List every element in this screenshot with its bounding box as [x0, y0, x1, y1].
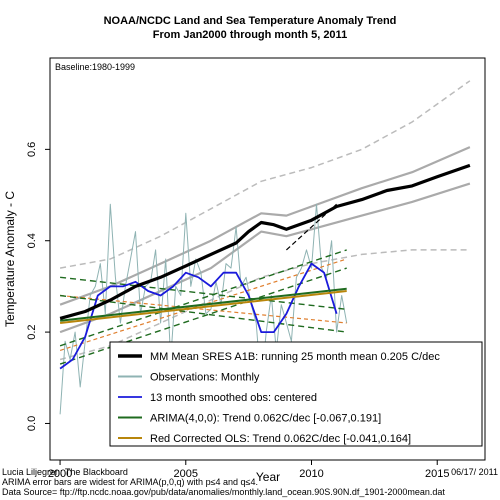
x-tick-label: 2010: [299, 468, 323, 480]
series-arima-ci-upper: [59, 249, 347, 347]
series-ols-ci-lower: [60, 294, 347, 324]
axis-layer: 2000 2005 2010 2015 0.0 0.2 0.4 0.6: [26, 142, 449, 480]
series-mm-spread-lower: [59, 182, 471, 334]
x-tick-label: 2015: [425, 468, 449, 480]
chart-subtitle: From Jan2000 through month 5, 2011: [153, 29, 347, 41]
footer-date: 06/17/ 2011: [451, 467, 498, 477]
series-extension-dashed: [285, 203, 338, 251]
series-mm-envelope-lower-dashed: [59, 249, 470, 361]
series-mm-spread-upper: [59, 146, 471, 306]
y-tick-label: 0.4: [26, 233, 38, 248]
footer-source: Data Source= ftp://ftp.ncdc.noaa.gov/pub…: [2, 487, 445, 497]
legend-label: Red Corrected OLS: Trend 0.062C/dec [-0.…: [150, 433, 411, 445]
y-tick-label: 0.0: [26, 416, 38, 431]
legend-box: [109, 341, 483, 447]
legend-label: ARIMA(4,0,0): Trend 0.062C/dec [-0.067,0…: [150, 413, 381, 425]
legend-label: 13 month smoothed obs: centered: [150, 392, 317, 404]
series-arima-ci-lower: [60, 294, 347, 333]
x-axis-label: Year: [256, 470, 280, 484]
x-tick-label: 2005: [174, 468, 198, 480]
series-mm-envelope-upper-dashed: [59, 80, 471, 269]
legend-label: Observations: Monthly: [150, 372, 260, 384]
plot-frame: [49, 57, 486, 461]
series-13-month-smoothed-obs-centered: [59, 262, 338, 370]
x-tick-label: 2000: [48, 468, 72, 480]
chart-title: NOAA/NCDC Land and Sea Temperature Anoma…: [104, 15, 397, 27]
series-arima-wide-lower: [59, 267, 347, 365]
legend-items: MM Mean SRES A1B: running 25 month mean …: [118, 351, 440, 445]
series-mm-mean-sres-a1b-running-25-month-mean-0-205-c-dec: [59, 163, 471, 320]
series-arima-4-0-0-trend-0-062c-dec-0-067-0-191: [59, 287, 347, 322]
y-tick-label: 0.6: [26, 142, 38, 157]
y-axis-label: Temperature Anomaly - C: [3, 191, 17, 327]
baseline-label: Baseline:1980-1999: [55, 62, 135, 72]
series-layer: [59, 80, 471, 415]
footer-author: Lucia Liljegren: The Blackboard: [2, 467, 128, 477]
legend-label: MM Mean SRES A1B: running 25 month mean …: [150, 351, 440, 363]
series-arima-wide-upper: [60, 276, 347, 310]
series-red-corrected-ols-trend-0-062c-dec-0-041-0-164: [59, 290, 347, 324]
footer-note: ARIMA error bars are widest for ARIMA(p,…: [2, 477, 258, 487]
y-tick-label: 0.2: [26, 324, 38, 339]
legend: MM Mean SRES A1B: running 25 month mean …: [109, 341, 483, 447]
